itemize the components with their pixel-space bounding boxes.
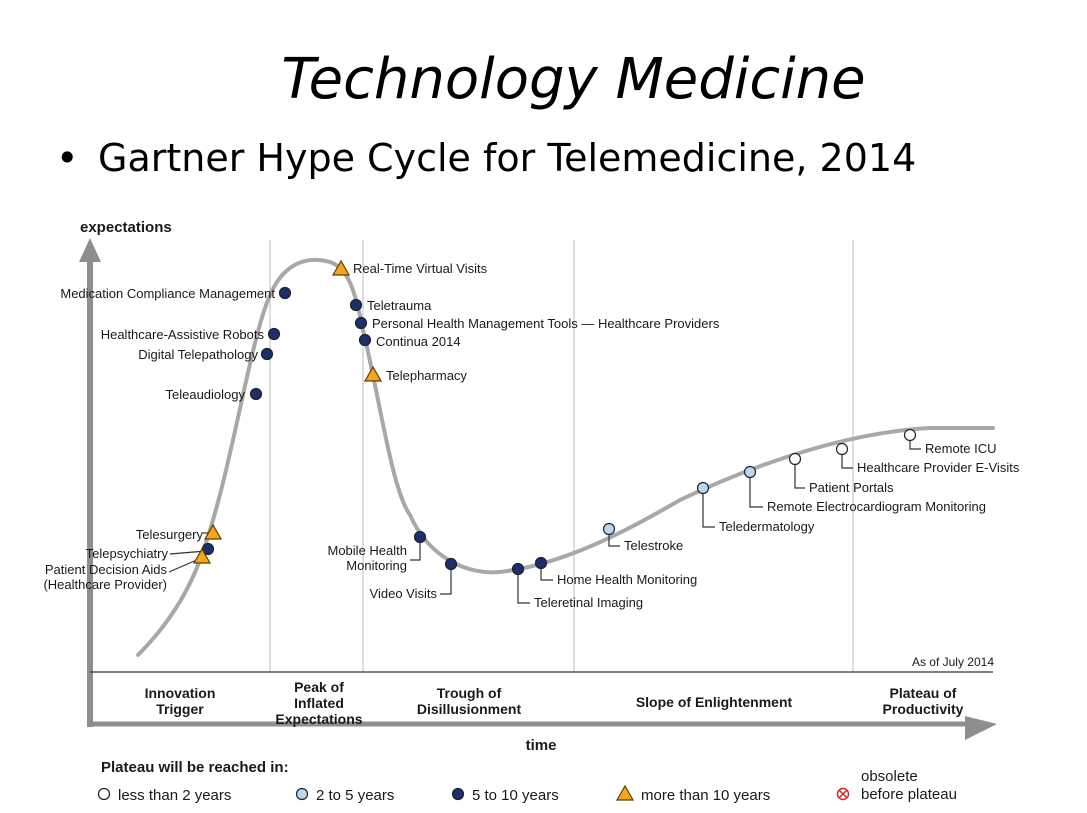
tech-remote-electrocardiogram-monitoring-marker <box>743 465 757 479</box>
tech-patient-decision-aids-healthcare-provider-marker <box>192 547 212 564</box>
phase-label-1: Innovation Trigger <box>145 685 216 717</box>
legend-y2to5-label: 2 to 5 years <box>316 787 394 804</box>
tech-home-health-monitoring-label: Home Health Monitoring <box>557 572 697 587</box>
tech-digital-telepathology-label: Digital Telepathology <box>138 347 258 362</box>
legend-y5to10-marker <box>451 787 465 801</box>
legend-gt10-marker <box>615 784 635 801</box>
tech-teletrauma-marker <box>349 298 363 312</box>
tech-home-health-monitoring-marker <box>534 556 548 570</box>
tech-remote-icu-label: Remote ICU <box>925 441 997 456</box>
tech-telesurgery-label: Telesurgery <box>136 527 204 542</box>
legend-lt2-marker <box>97 787 111 801</box>
tech-personal-health-management-tools-healthcare-providers-label: Personal Health Management Tools — Healt… <box>372 316 720 331</box>
tech-teletrauma-label: Teletrauma <box>367 298 432 313</box>
phase-label-4: Slope of Enlightenment <box>636 694 793 710</box>
x-axis-label: time <box>526 737 557 754</box>
phase-label-5: Plateau of Productivity <box>883 685 964 717</box>
tech-teleretinal-imaging-marker <box>511 562 525 576</box>
tech-video-visits-marker <box>444 557 458 571</box>
tech-teledermatology-label: Teledermatology <box>719 519 815 534</box>
slide-title: Technology Medicine <box>281 47 866 112</box>
tech-mobile-health-monitoring-marker <box>413 530 427 544</box>
tech-telepsychiatry-label: Telepsychiatry <box>86 546 169 561</box>
tech-medication-compliance-management-marker <box>278 286 292 300</box>
tech-real-time-virtual-visits-label: Real-Time Virtual Visits <box>353 261 488 276</box>
tech-patient-decision-aids-healthcare-provider-leader <box>168 558 200 573</box>
tech-telesurgery-marker <box>203 523 223 540</box>
tech-telestroke-label: Telestroke <box>624 538 683 553</box>
tech-video-visits-label: Video Visits <box>370 586 438 601</box>
tech-continua-2014-marker <box>358 333 372 347</box>
bullet-text: Gartner Hype Cycle for Telemedicine, 201… <box>98 136 917 180</box>
legend-y5to10-label: 5 to 10 years <box>472 787 559 804</box>
tech-healthcare-assistive-robots-marker <box>267 327 281 341</box>
tech-remote-electrocardiogram-monitoring-label: Remote Electrocardiogram Monitoring <box>767 499 986 514</box>
tech-healthcare-provider-e-visits-leader <box>841 454 853 469</box>
tech-teleaudiology-marker <box>249 387 263 401</box>
tech-mobile-health-monitoring-leader <box>410 542 421 561</box>
phase-label-2: Peak of Inflated Expectations <box>275 679 362 727</box>
tech-digital-telepathology-marker <box>260 347 274 361</box>
legend-obsolete-marker-cross-b <box>838 789 848 799</box>
tech-home-health-monitoring-leader <box>540 568 553 581</box>
legend-lt2-label: less than 2 years <box>118 787 231 804</box>
bullet-item: • Gartner Hype Cycle for Telemedicine, 20… <box>56 133 916 183</box>
tech-video-visits-leader <box>440 569 452 595</box>
tech-patient-portals-leader <box>794 464 805 489</box>
legend-obsolete-label: obsolete before plateau <box>861 768 957 803</box>
tech-patient-decision-aids-healthcare-provider-label: Patient Decision Aids (Healthcare Provide… <box>43 562 167 592</box>
tech-teleaudiology-label: Teleaudiology <box>165 387 245 402</box>
y-axis-arrow <box>79 238 101 262</box>
tech-healthcare-assistive-robots-label: Healthcare-Assistive Robots <box>101 327 265 342</box>
y-axis-label: expectations <box>80 219 172 236</box>
tech-real-time-virtual-visits-marker <box>331 259 351 276</box>
phase-label-3: Trough of Disillusionment <box>417 685 522 717</box>
legend-y2to5-marker <box>295 787 309 801</box>
y-axis-line <box>87 262 93 727</box>
tech-remote-electrocardiogram-monitoring-leader <box>749 477 763 508</box>
tech-telestroke-leader <box>608 534 620 547</box>
tech-remote-icu-marker <box>903 428 917 442</box>
tech-teledermatology-leader <box>702 493 715 528</box>
tech-mobile-health-monitoring-label: Mobile Health Monitoring <box>328 543 408 573</box>
tech-telestroke-marker <box>602 522 616 536</box>
tech-telepharmacy-label: Telepharmacy <box>386 368 467 383</box>
legend-gt10-label: more than 10 years <box>641 787 770 804</box>
bullet-dot: • <box>56 136 79 180</box>
tech-remote-icu-leader <box>909 440 921 450</box>
as-of-note: As of July 2014 <box>912 655 994 669</box>
x-axis-arrow <box>965 716 997 740</box>
legend-title: Plateau will be reached in: <box>101 759 289 776</box>
tech-medication-compliance-management-label: Medication Compliance Management <box>60 286 275 301</box>
tech-continua-2014-label: Continua 2014 <box>376 334 461 349</box>
hype-curve <box>136 257 995 657</box>
tech-teleretinal-imaging-label: Teleretinal Imaging <box>534 595 643 610</box>
tech-healthcare-provider-e-visits-marker <box>835 442 849 456</box>
tech-healthcare-provider-e-visits-label: Healthcare Provider E-Visits <box>857 460 1020 475</box>
tech-personal-health-management-tools-healthcare-providers-marker <box>354 316 368 330</box>
tech-patient-portals-label: Patient Portals <box>809 480 894 495</box>
tech-patient-portals-marker <box>788 452 802 466</box>
tech-teleretinal-imaging-leader <box>517 574 530 604</box>
tech-teledermatology-marker <box>696 481 710 495</box>
tech-telepharmacy-marker <box>363 365 383 382</box>
